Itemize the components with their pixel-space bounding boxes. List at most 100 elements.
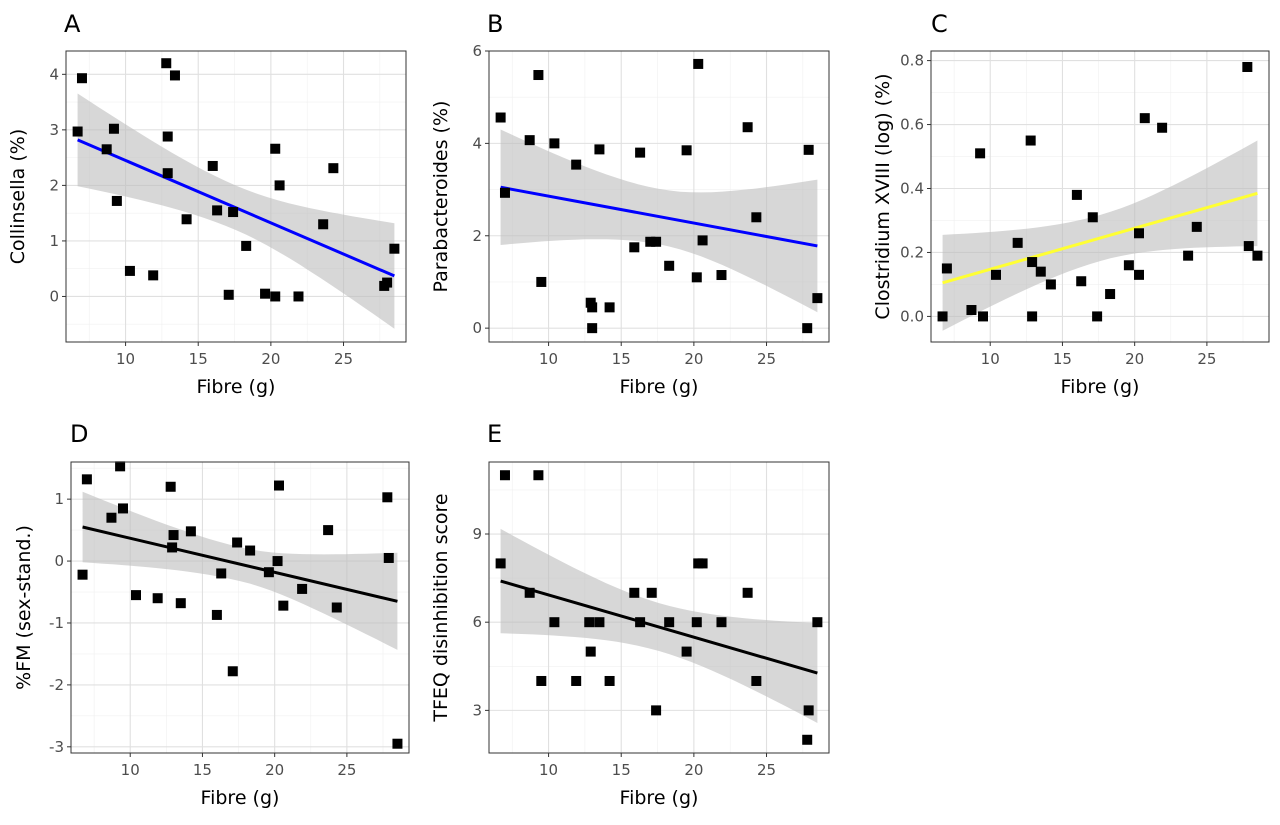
data-point <box>635 617 646 628</box>
data-point <box>165 481 176 492</box>
data-point <box>382 492 393 503</box>
x-tick-label: 20 <box>684 761 703 779</box>
data-point <box>1027 257 1038 268</box>
y-tick-label: 0.4 <box>900 180 924 198</box>
data-point <box>524 587 535 598</box>
panel-letter: D <box>70 420 88 448</box>
data-point <box>185 526 196 537</box>
y-tick-label: 0 <box>54 552 64 570</box>
x-tick-label: 20 <box>684 350 703 368</box>
y-tick-label: 1 <box>54 490 64 508</box>
y-tick-label: 0 <box>472 319 482 337</box>
regression-line <box>500 579 818 675</box>
data-point <box>118 503 128 514</box>
x-tick-label: 10 <box>981 350 1000 368</box>
panel-border <box>488 50 830 343</box>
data-point <box>76 73 87 84</box>
data-point <box>742 587 753 598</box>
panel-border <box>65 50 407 343</box>
data-point <box>571 675 582 686</box>
x-tick-label: 20 <box>265 761 284 779</box>
data-point <box>272 556 283 567</box>
data-point <box>270 143 281 154</box>
data-point <box>124 265 135 276</box>
data-point <box>751 675 762 686</box>
data-point <box>629 587 640 598</box>
data-point <box>389 243 400 254</box>
data-point <box>629 242 640 253</box>
data-point <box>499 470 510 481</box>
data-point <box>966 305 977 316</box>
y-tick-label: 2 <box>472 227 482 245</box>
data-point <box>382 277 393 288</box>
y-tick-label: 4 <box>472 134 482 152</box>
data-point <box>106 512 117 523</box>
data-point <box>293 291 304 302</box>
x-tick-label: 15 <box>612 350 631 368</box>
x-tick-label: 15 <box>612 761 631 779</box>
data-point <box>227 666 238 677</box>
panel-border <box>488 461 830 754</box>
data-point <box>499 187 510 198</box>
data-point <box>81 474 92 485</box>
data-point <box>1105 289 1116 300</box>
data-point <box>168 530 179 541</box>
y-tick-label: 0.6 <box>900 116 924 134</box>
data-point <box>1242 61 1253 72</box>
y-tick-label: 3 <box>49 121 59 139</box>
data-point <box>697 558 708 569</box>
data-point <box>274 480 284 491</box>
data-point <box>664 260 675 271</box>
data-point <box>169 70 180 81</box>
data-point <box>181 214 192 225</box>
x-tick-label: 10 <box>539 761 558 779</box>
data-point <box>812 293 823 304</box>
data-point <box>1025 135 1036 146</box>
x-tick-label: 10 <box>539 350 558 368</box>
panel-e: 10 15 20 25 3 6 9 Fibre (g) TFEQ disinhibition s… <box>430 420 830 809</box>
data-point <box>1087 212 1098 223</box>
data-point <box>604 302 615 313</box>
data-point <box>131 590 141 601</box>
data-point <box>549 138 560 149</box>
data-point <box>278 600 289 611</box>
data-point <box>1139 113 1150 124</box>
data-point <box>162 131 173 142</box>
data-point <box>260 288 271 299</box>
data-point <box>991 269 1001 280</box>
data-point <box>742 122 753 133</box>
data-point <box>111 195 122 206</box>
data-point <box>803 144 814 155</box>
panel-letter: E <box>487 420 502 448</box>
data-point <box>978 311 988 322</box>
data-point <box>594 617 605 628</box>
data-point <box>207 160 218 171</box>
y-axis-title: TFEQ disinhibition score <box>430 493 452 722</box>
x-tick-label: 20 <box>1125 350 1144 368</box>
y-axis-title: Collinsella (%) <box>7 129 29 264</box>
data-point <box>1252 250 1263 261</box>
data-point <box>223 289 234 300</box>
x-axis-title: Fibre (g) <box>201 787 280 809</box>
data-point <box>1092 311 1103 322</box>
data-point <box>941 263 952 274</box>
data-point <box>681 145 692 156</box>
data-point <box>975 148 986 159</box>
regression-line <box>82 525 398 603</box>
data-point <box>651 705 662 716</box>
data-point <box>323 525 334 536</box>
panel-c: 10 15 20 25 0.0 0.2 0.4 0.6 0.8 Fibre (g) Clostrid… <box>872 10 1270 398</box>
data-point <box>645 236 656 247</box>
data-point <box>175 598 186 609</box>
data-point <box>77 569 88 580</box>
data-point <box>587 302 598 313</box>
data-point <box>594 144 605 155</box>
data-point <box>524 135 535 146</box>
data-point <box>1012 237 1023 248</box>
data-point <box>232 537 243 548</box>
x-tick-label: 25 <box>337 761 356 779</box>
data-point <box>161 58 172 69</box>
data-point <box>584 617 595 628</box>
data-point <box>716 617 727 628</box>
